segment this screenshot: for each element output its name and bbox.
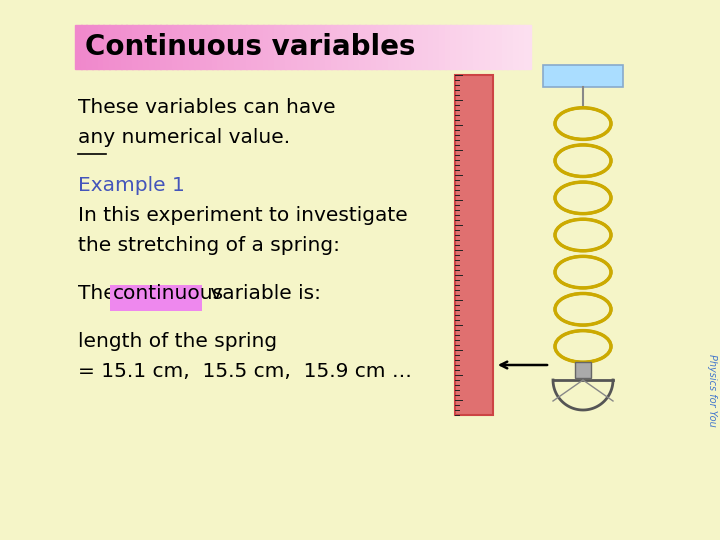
Bar	[263, 25, 269, 69]
Bar	[479, 25, 485, 69]
Bar	[445, 25, 451, 69]
Bar	[439, 25, 446, 69]
Text: variable is:: variable is:	[204, 284, 321, 303]
Bar	[485, 25, 491, 69]
Bar	[462, 25, 469, 69]
Bar	[433, 25, 440, 69]
Bar	[496, 25, 503, 69]
Bar	[365, 25, 372, 69]
Bar	[348, 25, 355, 69]
Bar	[331, 25, 338, 69]
Bar	[405, 25, 412, 69]
Bar	[92, 25, 99, 69]
Bar	[166, 25, 173, 69]
Bar	[308, 25, 315, 69]
Bar	[354, 25, 361, 69]
Bar	[302, 25, 309, 69]
Bar	[455, 75, 493, 415]
Bar	[320, 25, 326, 69]
Bar	[200, 25, 207, 69]
Bar	[212, 25, 218, 69]
Bar	[377, 25, 383, 69]
Text: length of the spring: length of the spring	[78, 332, 277, 351]
Text: Continuous variables: Continuous variables	[85, 33, 415, 61]
Bar	[217, 25, 224, 69]
Text: Physics for You: Physics for You	[707, 354, 717, 427]
Bar	[257, 25, 264, 69]
Bar	[422, 25, 428, 69]
Bar	[161, 25, 167, 69]
Bar	[120, 25, 127, 69]
Bar	[177, 25, 184, 69]
Bar	[490, 25, 497, 69]
Bar	[138, 25, 144, 69]
Bar	[543, 65, 623, 87]
Bar	[240, 25, 247, 69]
Bar	[246, 25, 252, 69]
Bar	[513, 25, 520, 69]
Bar	[502, 25, 508, 69]
Bar	[234, 25, 241, 69]
Bar	[206, 25, 212, 69]
Bar	[342, 25, 349, 69]
Bar	[337, 25, 343, 69]
Bar	[394, 25, 400, 69]
Bar	[149, 25, 156, 69]
Bar	[280, 25, 287, 69]
Bar	[524, 25, 531, 69]
Bar	[473, 25, 480, 69]
Bar	[575, 362, 591, 378]
Bar	[291, 25, 298, 69]
Bar	[171, 25, 179, 69]
Bar	[416, 25, 423, 69]
Bar	[274, 25, 281, 69]
Bar	[251, 25, 258, 69]
Bar	[388, 25, 395, 69]
Bar	[371, 25, 377, 69]
Text: continuous: continuous	[113, 284, 224, 303]
Bar	[110, 285, 202, 311]
Bar	[467, 25, 474, 69]
Bar	[194, 25, 201, 69]
Bar	[189, 25, 195, 69]
Bar	[75, 25, 81, 69]
Bar	[86, 25, 93, 69]
Bar	[359, 25, 366, 69]
Text: The: The	[78, 284, 122, 303]
Bar	[325, 25, 332, 69]
Bar	[428, 25, 434, 69]
Text: Example 1: Example 1	[78, 176, 185, 195]
Bar	[132, 25, 138, 69]
Text: the stretching of a spring:: the stretching of a spring:	[78, 236, 340, 255]
Bar	[155, 25, 161, 69]
Bar	[114, 25, 122, 69]
Bar	[183, 25, 190, 69]
Bar	[81, 25, 87, 69]
Bar	[228, 25, 235, 69]
Bar	[399, 25, 406, 69]
Bar	[143, 25, 150, 69]
Bar	[104, 25, 110, 69]
Text: In this experiment to investigate: In this experiment to investigate	[78, 206, 408, 225]
Bar	[410, 25, 418, 69]
Text: = 15.1 cm,  15.5 cm,  15.9 cm …: = 15.1 cm, 15.5 cm, 15.9 cm …	[78, 362, 412, 381]
Bar	[98, 25, 104, 69]
Bar	[456, 25, 463, 69]
Bar	[508, 25, 514, 69]
Bar	[314, 25, 320, 69]
Text: These variables can have: These variables can have	[78, 98, 336, 117]
Bar	[285, 25, 292, 69]
Bar	[223, 25, 230, 69]
Bar	[109, 25, 116, 69]
Text: any numerical value.: any numerical value.	[78, 128, 290, 147]
Bar	[451, 25, 457, 69]
Bar	[518, 25, 526, 69]
Bar	[126, 25, 133, 69]
Bar	[382, 25, 389, 69]
Bar	[297, 25, 304, 69]
Bar	[269, 25, 275, 69]
